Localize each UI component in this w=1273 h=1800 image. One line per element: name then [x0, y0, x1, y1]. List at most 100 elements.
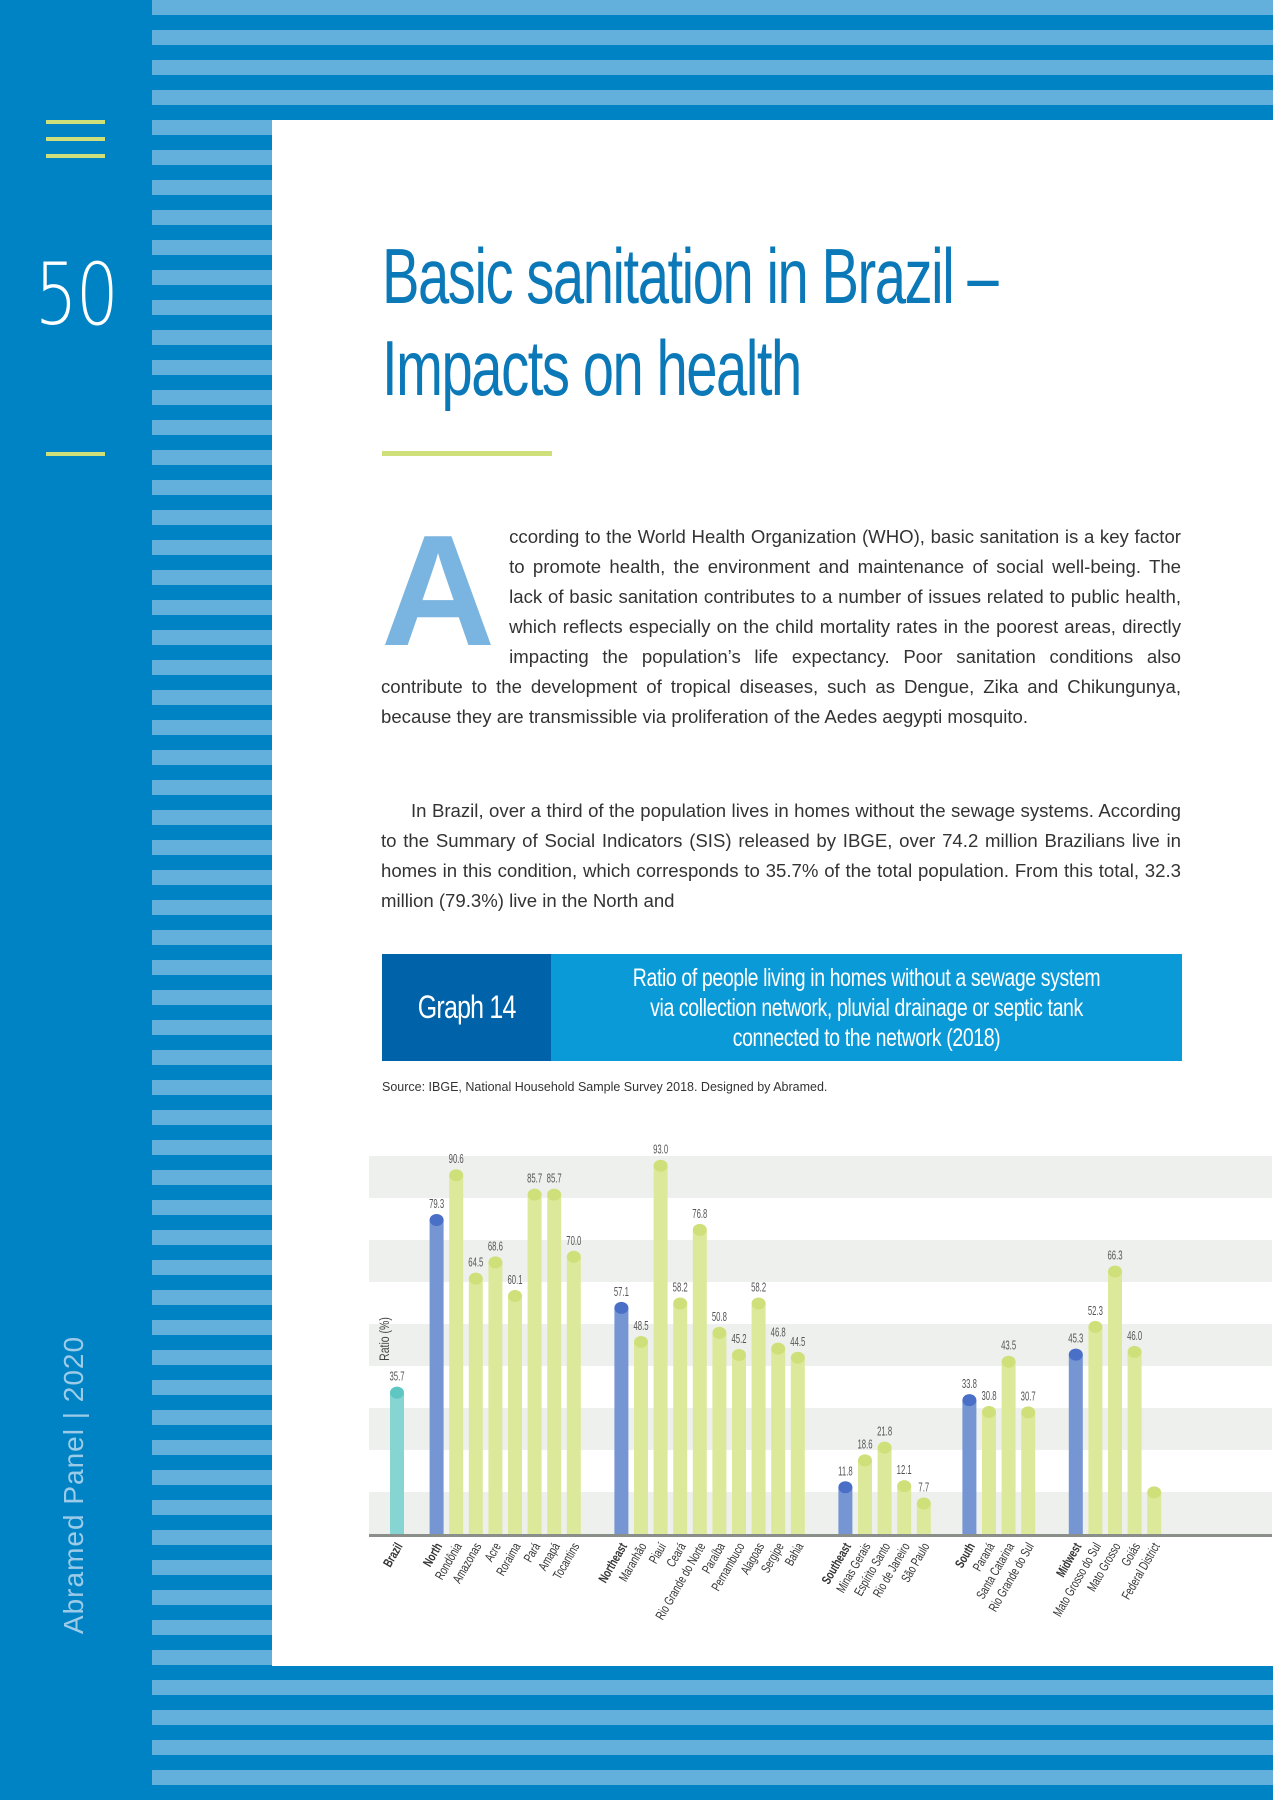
bar-cap	[508, 1290, 522, 1303]
value-label: 11.8	[838, 1466, 853, 1479]
value-label: 35.7	[389, 1371, 404, 1384]
bar-piau-	[653, 1165, 668, 1534]
bar-esp-rito-santo	[877, 1447, 892, 1534]
graph-source: Source: IBGE, National Household Sample …	[382, 1080, 828, 1094]
value-label: 58.2	[673, 1282, 688, 1295]
category-label: Brazil	[381, 1541, 406, 1570]
bar-rio-grande-do-sul	[1021, 1412, 1036, 1534]
bar-cap	[1001, 1355, 1016, 1368]
bar-goi-s	[1127, 1351, 1142, 1534]
bar-pernambuco	[732, 1355, 746, 1534]
value-label: 90.6	[449, 1154, 464, 1167]
bar-cear-	[673, 1303, 688, 1534]
y-axis-label: Ratio (%)	[377, 1317, 393, 1361]
title-line-2: Impacts on health	[382, 324, 802, 412]
value-label: 7.7	[918, 1482, 929, 1495]
value-label: 60.1	[507, 1274, 522, 1287]
bar-cap	[1088, 1320, 1103, 1333]
bar-cap	[858, 1454, 872, 1467]
value-label: 45.2	[731, 1333, 746, 1346]
bar-cap	[877, 1441, 892, 1454]
value-label: 64.5	[468, 1257, 483, 1270]
graph-title: Ratio of people living in homes without …	[632, 963, 1101, 1052]
publication-label: Abramed Panel | 2020	[58, 1335, 89, 1635]
value-label: 85.7	[527, 1173, 542, 1186]
bar-minas-gerais	[858, 1460, 872, 1534]
graph-header: Graph 14 Ratio of people living in homes…	[382, 954, 1182, 1061]
bar-cap	[468, 1272, 483, 1285]
value-label: 85.7	[547, 1173, 562, 1186]
bar-cap	[634, 1335, 648, 1348]
value-label: 44.5	[790, 1336, 805, 1349]
bar-north	[429, 1219, 444, 1534]
value-label: 58.2	[751, 1282, 766, 1295]
bar-cap	[653, 1159, 668, 1172]
bar-rond-nia	[449, 1175, 464, 1534]
value-label: 43.5	[1001, 1340, 1016, 1353]
value-label: 30.7	[1021, 1391, 1036, 1404]
bar-roraima	[508, 1296, 522, 1534]
menu-icon[interactable]	[46, 120, 105, 158]
bar-amap-	[547, 1194, 562, 1534]
bar-cap	[962, 1394, 977, 1407]
sidebar-divider	[46, 452, 105, 456]
content-panel: Basic sanitation in Brazil – Impacts on …	[272, 120, 1273, 1666]
bar-cap	[897, 1480, 912, 1493]
bar-alagoas	[751, 1303, 766, 1534]
drop-cap: A	[381, 503, 496, 679]
value-label: 57.1	[614, 1286, 629, 1299]
bar-par-	[527, 1194, 542, 1534]
bar-maranh-o	[634, 1341, 648, 1534]
value-label: 45.3	[1068, 1333, 1083, 1346]
bar-cap	[449, 1169, 464, 1182]
value-label: 33.8	[962, 1379, 977, 1392]
bar-paran-	[982, 1412, 996, 1534]
value-label: 93.0	[653, 1144, 668, 1157]
bar-cap	[429, 1213, 444, 1226]
category-label: Bahia	[783, 1540, 807, 1568]
paragraph-1-text: ccording to the World Health Organizatio…	[381, 526, 1181, 727]
bar-south	[962, 1400, 977, 1534]
bar-cap	[1147, 1486, 1162, 1499]
x-axis-baseline	[369, 1534, 1272, 1537]
bar-cap	[692, 1223, 707, 1236]
bar-cap	[390, 1386, 404, 1399]
value-label: 52.3	[1088, 1305, 1103, 1318]
title-underline	[382, 451, 552, 456]
bar-cap	[1127, 1345, 1142, 1358]
bar-acre	[488, 1262, 503, 1534]
value-label: 79.3	[429, 1198, 444, 1211]
bar-bahia	[790, 1357, 805, 1534]
bar-southeast	[838, 1487, 853, 1534]
value-label: 46.8	[771, 1327, 786, 1340]
bar-s-o-paulo	[916, 1503, 931, 1534]
value-label: 21.8	[877, 1426, 892, 1439]
bar-cap	[916, 1497, 931, 1510]
bar-sergipe	[771, 1348, 786, 1534]
value-label: 30.8	[981, 1390, 996, 1403]
bar-cap	[547, 1188, 562, 1201]
article-title: Basic sanitation in Brazil – Impacts on …	[382, 230, 1030, 414]
bar-para-ba	[712, 1332, 727, 1534]
grid-band	[369, 1240, 1272, 1282]
bar-cap	[1108, 1265, 1122, 1278]
bar-santa-catarina	[1001, 1361, 1016, 1534]
bar-federal-district	[1147, 1492, 1162, 1534]
value-label: 70.0	[566, 1235, 581, 1248]
bar-tocantins	[566, 1256, 581, 1534]
value-label: 76.8	[692, 1208, 707, 1221]
value-label: 46.0	[1127, 1330, 1142, 1343]
bar-brazil	[390, 1392, 404, 1534]
value-label: 50.8	[712, 1311, 727, 1324]
bar-cap	[614, 1301, 629, 1314]
graph-number: Graph 14	[382, 954, 551, 1061]
bar-northeast	[614, 1307, 629, 1534]
bar-rio-grande-do-norte	[692, 1229, 707, 1534]
bar-mato-grosso	[1108, 1271, 1122, 1534]
paragraph-2: In Brazil, over a third of the populatio…	[381, 800, 1181, 911]
bar-cap	[1068, 1348, 1083, 1361]
bar-midwest	[1068, 1354, 1083, 1534]
bar-cap	[712, 1326, 727, 1339]
title-line-1: Basic sanitation in Brazil –	[382, 232, 999, 320]
